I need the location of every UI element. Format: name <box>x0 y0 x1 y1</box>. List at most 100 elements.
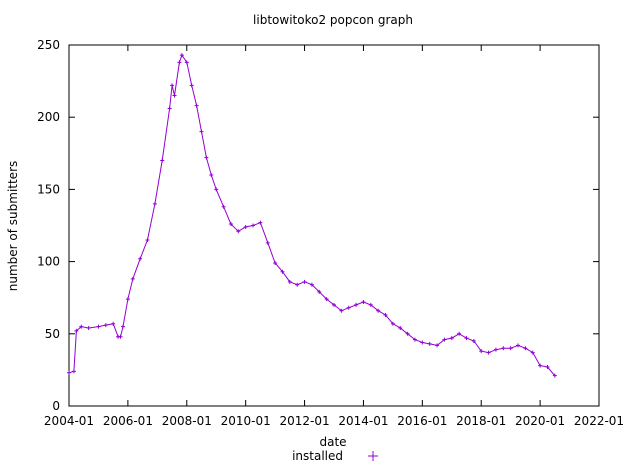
plot-frame <box>68 44 600 407</box>
data-point <box>199 129 204 134</box>
data-point <box>111 321 116 326</box>
data-point <box>125 297 130 302</box>
y-tick-label: 100 <box>37 255 60 269</box>
data-point <box>317 289 322 294</box>
data-point <box>309 282 314 287</box>
data-point <box>464 336 469 341</box>
data-point <box>209 172 214 177</box>
data-point <box>376 308 381 313</box>
y-tick-label: 0 <box>52 399 60 413</box>
data-point <box>523 346 528 351</box>
data-point <box>103 323 108 328</box>
data-point <box>420 340 425 345</box>
data-point <box>214 187 219 192</box>
y-tick-label: 250 <box>37 38 60 52</box>
data-point <box>179 53 184 58</box>
data-point <box>86 326 91 331</box>
data-point <box>471 339 476 344</box>
data-point <box>530 350 535 355</box>
data-point <box>516 343 521 348</box>
x-tick-label: 2016-01 <box>397 414 447 428</box>
x-axis: 2004-01 2006-01 2008-01 2010-01 2012-01 2014-… <box>44 45 624 428</box>
data-point <box>170 83 175 88</box>
data-point <box>265 240 270 245</box>
data-point <box>184 60 189 65</box>
data-point <box>79 324 84 329</box>
data-point <box>332 302 336 307</box>
data-point <box>449 336 454 341</box>
x-tick-label: 2018-01 <box>456 414 506 428</box>
data-point <box>177 60 182 65</box>
data-point <box>96 324 101 329</box>
y-axis: 0 50 100 150 200 250 <box>37 38 599 413</box>
data-point <box>236 229 241 234</box>
x-tick-label: 2012-01 <box>279 414 329 428</box>
data-point <box>172 93 177 98</box>
data-point <box>346 305 351 310</box>
y-tick-label: 50 <box>45 327 60 341</box>
x-axis-label: date <box>319 435 346 449</box>
x-tick-label: 2014-01 <box>338 414 388 428</box>
data-point <box>412 337 417 342</box>
y-axis-label: number of submitters <box>6 161 20 292</box>
data-point <box>228 222 233 227</box>
data-point <box>251 223 256 228</box>
data-point <box>501 346 506 351</box>
data-point <box>324 297 329 302</box>
plot-border <box>68 44 600 407</box>
x-tick-label: 2010-01 <box>221 414 271 428</box>
x-tick-label: 2020-01 <box>515 414 565 428</box>
y-tick-label: 200 <box>37 110 60 124</box>
data-point <box>120 324 125 329</box>
legend-marker <box>368 451 378 461</box>
data-point <box>145 237 150 242</box>
data-point <box>160 158 165 163</box>
data-point <box>204 155 209 160</box>
legend: installed <box>292 449 378 463</box>
series-layer <box>67 53 557 378</box>
data-point <box>552 373 557 378</box>
data-point <box>243 224 248 229</box>
data-point <box>221 204 226 209</box>
data-point <box>486 350 491 355</box>
data-point <box>405 331 410 336</box>
data-point <box>118 334 123 339</box>
data-point <box>74 328 79 333</box>
y-tick-label: 150 <box>37 182 60 196</box>
data-point <box>479 349 484 354</box>
data-point <box>538 363 543 368</box>
data-point <box>71 369 76 374</box>
data-point <box>508 346 513 351</box>
x-tick-label: 2022-01 <box>574 414 624 428</box>
data-point <box>152 201 157 206</box>
data-point <box>427 341 432 346</box>
x-tick-label: 2006-01 <box>103 414 153 428</box>
x-tick-label: 2004-01 <box>44 414 94 428</box>
data-point <box>295 282 300 287</box>
data-point <box>457 331 462 336</box>
legend-plus-icon <box>368 451 378 461</box>
data-point <box>287 279 292 284</box>
data-point <box>280 269 285 274</box>
data-point <box>368 302 373 307</box>
data-point <box>442 337 447 342</box>
data-point <box>258 220 263 225</box>
data-point <box>354 302 359 307</box>
data-point <box>493 347 498 352</box>
data-point <box>361 300 366 305</box>
data-point <box>390 321 395 326</box>
data-point <box>138 256 143 261</box>
data-point <box>435 343 440 348</box>
data-point <box>67 370 71 375</box>
series-line-installed <box>68 53 556 377</box>
data-point <box>194 103 199 108</box>
legend-label: installed <box>292 449 343 463</box>
data-point <box>167 106 172 111</box>
data-point <box>545 365 550 370</box>
chart-title: libtowitoko2 popcon graph <box>253 13 413 27</box>
x-tick-label: 2008-01 <box>162 414 212 428</box>
data-point <box>383 313 388 318</box>
data-point <box>189 83 194 88</box>
data-point <box>273 261 278 266</box>
